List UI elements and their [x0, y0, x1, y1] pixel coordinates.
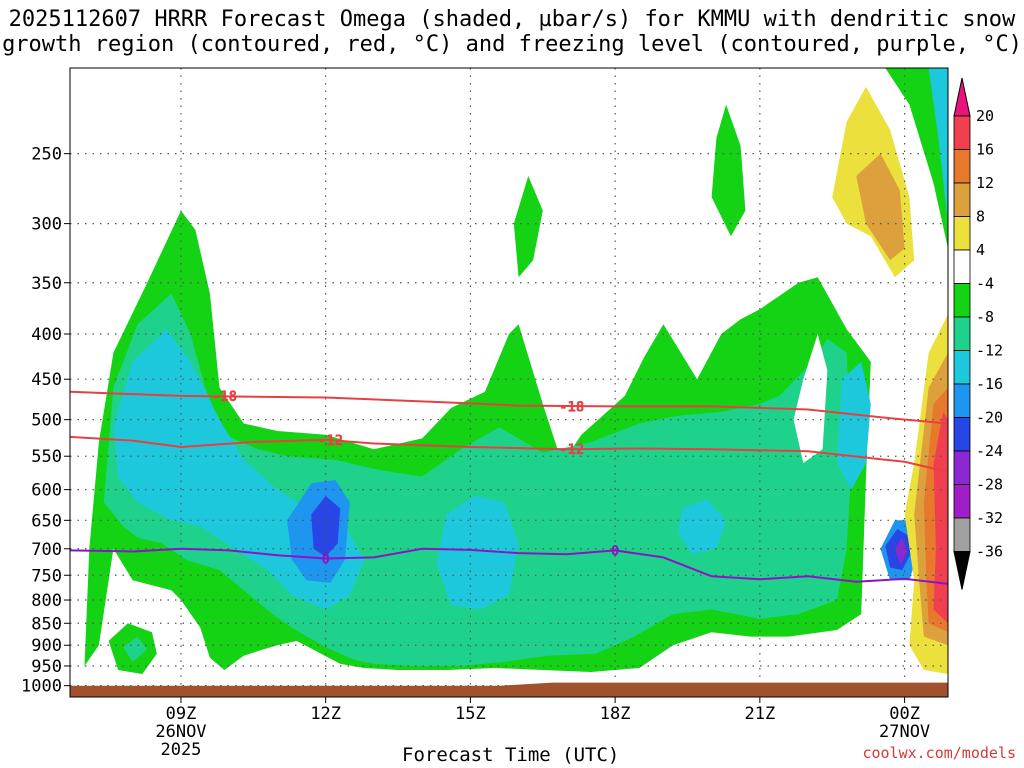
y-tick-label-900: 900: [31, 636, 62, 656]
y-tick-label-750: 750: [31, 566, 62, 586]
colorbar-band-7: [953, 350, 971, 385]
y-tick-label-650: 650: [31, 511, 62, 531]
y-tick-label-450: 450: [31, 370, 62, 390]
colorbar-label-11: -28: [976, 476, 1003, 494]
omega-shading: [84, 68, 948, 674]
omega-region-15: [793, 334, 828, 464]
y-tick-label-500: 500: [31, 411, 62, 431]
omega-region-10: [894, 537, 907, 565]
colorbar-band-8: [953, 383, 971, 418]
colorbar-label-13: -36: [976, 543, 1003, 561]
x-tick-label-18Z: 18Z: [600, 704, 631, 724]
omega-region-17: [856, 153, 905, 261]
y-tick-label-350: 350: [31, 274, 62, 294]
omega-region-19: [928, 68, 948, 224]
colorbar-band-10: [953, 450, 971, 485]
colorbar-band-3: [953, 216, 971, 251]
x-tick-date-00Z: 27NOV: [879, 722, 930, 742]
colorbar-label-2: 12: [976, 174, 994, 192]
colorbar-band-12: [953, 517, 971, 552]
x-tick-label-09Z: 09Z: [166, 704, 197, 724]
colorbar-label-12: -32: [976, 509, 1003, 527]
y-tick-label-550: 550: [31, 447, 62, 467]
chart-title-line-1: 2025112607 HRRR Forecast Omega (shaded, …: [8, 7, 1016, 32]
x-tick-year-09Z: 2025: [160, 740, 201, 760]
colorbar-top-arrow: [953, 77, 971, 117]
colorbar-label-0: 20: [976, 107, 994, 125]
contour-line-2: [70, 547, 948, 585]
colorbar-label-4: 4: [976, 241, 985, 259]
colorbar-band-1: [953, 149, 971, 184]
y-tick-label-1000: 1000: [21, 677, 62, 697]
colorbar-bottom-arrow: [953, 551, 971, 590]
contour-label-2: -12: [318, 433, 343, 449]
y-tick-label-950: 950: [31, 657, 62, 677]
omega-region-23: [933, 411, 948, 624]
colorbar-band-11: [953, 484, 971, 519]
omega-region-4: [677, 499, 727, 555]
terrain: [70, 682, 948, 697]
y-tick-label-600: 600: [31, 481, 62, 501]
contour-label-5: 0: [611, 543, 619, 559]
x-tick-label-12Z: 12Z: [310, 704, 341, 724]
colorbar-label-3: 8: [976, 208, 985, 226]
terrain-surface: [70, 682, 948, 697]
colorbar-band-0: [953, 115, 971, 150]
colorbar-label-5: -4: [976, 275, 994, 293]
colorbar-label-7: -12: [976, 342, 1003, 360]
contour-label-3: -12: [559, 442, 584, 458]
colorbar-label-1: 16: [976, 141, 994, 159]
colorbar: 20 16 12 8 4 -4 -8 -12 -16 -20 -24 -28 -32 -36: [953, 77, 1003, 590]
x-tick-label-21Z: 21Z: [744, 704, 775, 724]
y-tick-label-300: 300: [31, 215, 62, 235]
y-tick-label-400: 400: [31, 325, 62, 345]
contour-label-1: -18: [559, 399, 584, 415]
y-axis: 2503003504004505005506006507007508008509…: [21, 145, 70, 697]
y-tick-label-700: 700: [31, 540, 62, 560]
omega-region-18: [885, 68, 948, 249]
contour-line-1: [70, 435, 948, 473]
colorbar-label-9: -20: [976, 409, 1003, 427]
omega-region-14: [711, 104, 746, 237]
colorbar-band-5: [953, 283, 971, 318]
colorbar-band-6: [953, 316, 971, 351]
source-watermark: coolwx.com/models: [862, 744, 1016, 762]
chart-title-line-2: growth region (contoured, red, °C) and f…: [2, 32, 1022, 57]
x-tick-date-09Z: 26NOV: [155, 722, 206, 742]
contour-labels: -18 -18 -12 -12 0 0: [212, 389, 620, 568]
contour-label-0: -18: [212, 389, 237, 405]
omega-region-12: [123, 636, 148, 662]
y-tick-label-250: 250: [31, 145, 62, 165]
plot-frame: [69, 67, 949, 698]
x-axis-label: Forecast Time (UTC): [402, 744, 620, 766]
contour-line-0: [70, 390, 948, 425]
omega-region-3: [436, 496, 519, 610]
x-tick-label-00Z: 00Z: [889, 704, 920, 724]
y-tick-label-800: 800: [31, 591, 62, 611]
colorbar-band-4: [953, 249, 971, 284]
y-tick-label-850: 850: [31, 614, 62, 634]
colorbar-band-2: [953, 182, 971, 217]
colorbar-band-9: [953, 417, 971, 452]
colorbar-label-10: -24: [976, 442, 1003, 460]
contour-label-4: 0: [321, 552, 329, 568]
colorbar-label-8: -16: [976, 375, 1003, 393]
omega-region-13: [513, 176, 543, 278]
temperature-contours: [70, 390, 948, 585]
colorbar-label-6: -8: [976, 308, 994, 326]
x-tick-label-15Z: 15Z: [455, 704, 486, 724]
